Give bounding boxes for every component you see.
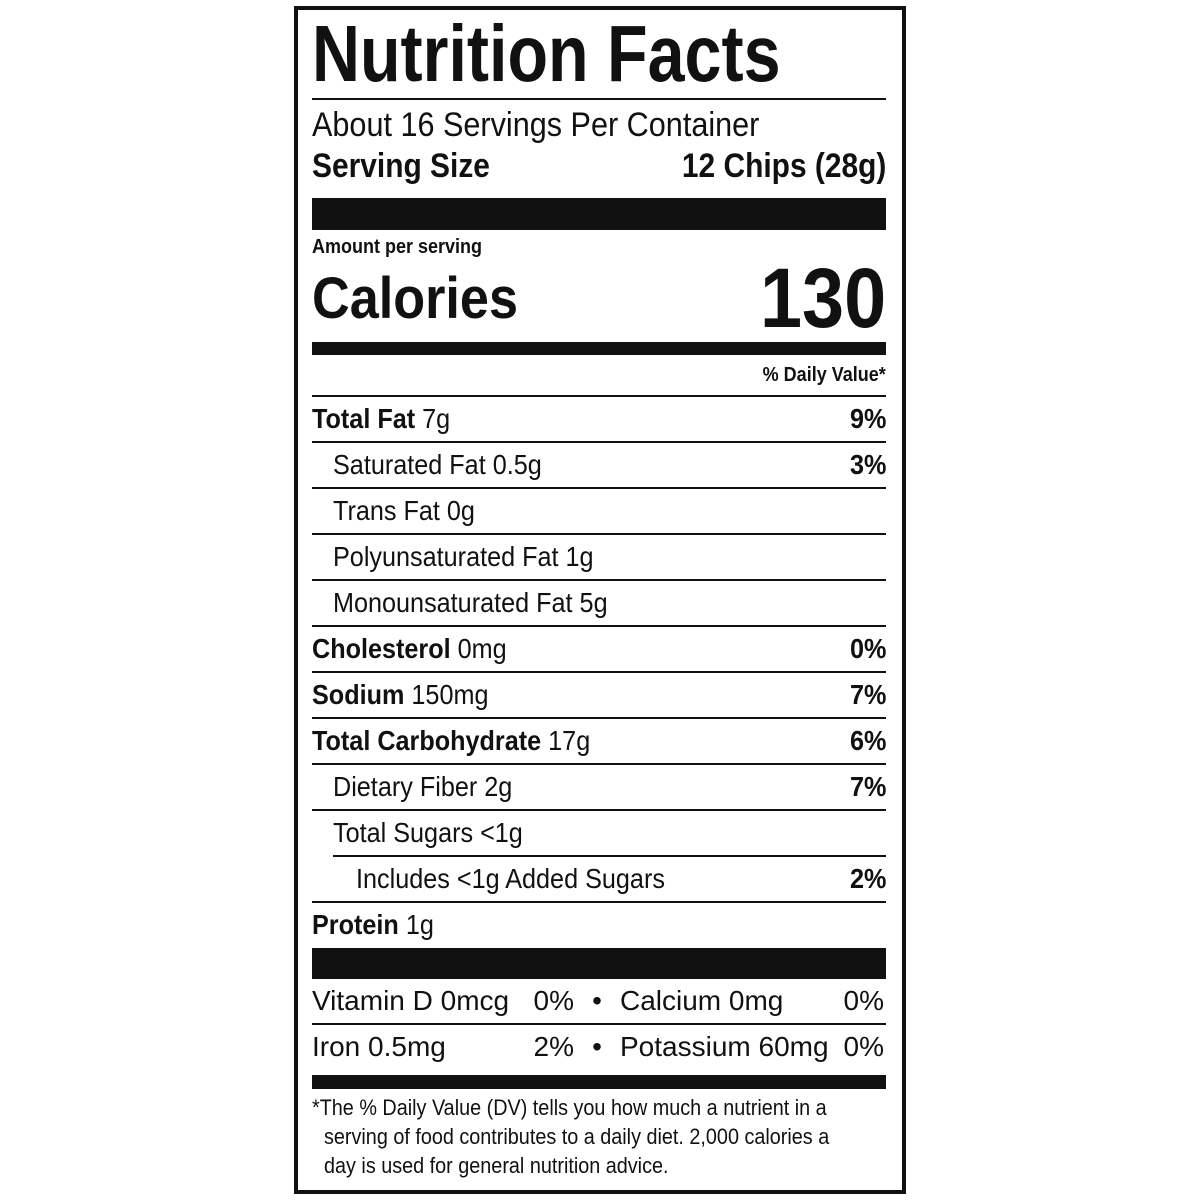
footnote: *The % Daily Value (DV) tells you how mu… [312, 1089, 886, 1180]
nutrient-row: Cholesterol 0mg 0% [312, 627, 886, 673]
nutrient-row: Total Carbohydrate 17g 6% [312, 719, 886, 765]
mineral-daily-value: 0% [843, 1031, 884, 1062]
bullet-separator: • [592, 1031, 602, 1062]
nutrient-name: Sodium [312, 679, 405, 710]
nutrient-label: Total Fat 7g [312, 403, 450, 435]
medium-divider [312, 1075, 886, 1089]
nutrient-amount: 1g [565, 541, 594, 572]
label-title: Nutrition Facts [312, 10, 886, 98]
nutrient-row: Dietary Fiber 2g 7% [312, 765, 886, 811]
nutrient-name: Trans Fat [333, 495, 440, 526]
nutrient-label: Protein 1g [312, 909, 434, 941]
thick-divider [312, 198, 886, 230]
nutrient-name: Total Sugars [333, 817, 474, 848]
nutrient-daily-value: 2% [849, 863, 886, 894]
title-text: Nutrition Facts [312, 9, 781, 98]
divider [312, 1023, 886, 1025]
mineral-daily-value: 0% [843, 985, 884, 1016]
nutrient-amount: 0mg [457, 633, 507, 664]
footnote-line: day is used for general nutrition advice… [324, 1153, 669, 1178]
nutrient-label: Monounsaturated Fat 5g [333, 587, 608, 619]
divider [312, 395, 886, 397]
nutrient-daily-value: 7% [849, 771, 886, 802]
vitamin-row: Iron 0.5mg 2% • Potassium 60mg 0% [312, 1025, 886, 1069]
nutrient-row: Trans Fat 0g [312, 489, 886, 535]
amount-per-serving: Amount per serving [312, 230, 886, 260]
nutrient-daily-value: 6% [849, 725, 886, 756]
nutrient-daily-value: 9% [849, 403, 886, 434]
footnote-line: serving of food contributes to a daily d… [324, 1124, 830, 1149]
nutrient-name: Monounsaturated Fat [333, 587, 573, 618]
vitamin-name: Iron 0.5mg [312, 1031, 446, 1062]
nutrition-facts-label: Nutrition Facts About 16 Servings Per Co… [294, 6, 906, 1194]
nutrient-amount: 17g [548, 725, 591, 756]
nutrient-name: Total Carbohydrate [312, 725, 542, 756]
nutrient-name: Protein [312, 909, 399, 940]
nutrient-amount: 1g [405, 909, 434, 940]
nutrient-name: Total Fat [312, 403, 416, 434]
vitamin-row: Vitamin D 0mcg 0% • Calcium 0mg 0% [312, 979, 886, 1023]
servings-per-container: About 16 Servings Per Container [312, 104, 886, 146]
nutrient-row: Protein 1g [312, 903, 886, 947]
nutrient-amount: 5g [579, 587, 608, 618]
serving-size-label: Serving Size [312, 146, 490, 185]
vitamin-list: Vitamin D 0mcg 0% • Calcium 0mg 0% Iron 0.5mg… [312, 979, 886, 1069]
nutrient-row: Monounsaturated Fat 5g [312, 581, 886, 627]
nutrient-daily-value: 0% [849, 633, 886, 664]
nutrient-label: Sodium 150mg [312, 679, 488, 711]
nutrient-label: Trans Fat 0g [333, 495, 475, 527]
nutrient-row: Saturated Fat 0.5g 3% [312, 443, 886, 489]
nutrient-daily-value: 3% [849, 449, 886, 480]
vitamin-daily-value: 0% [533, 985, 574, 1016]
bullet-separator: • [592, 985, 602, 1016]
servings-text: About 16 Servings Per Container [312, 106, 760, 144]
calories-label: Calories [312, 265, 519, 331]
nutrient-label: Polyunsaturated Fat 1g [333, 541, 594, 573]
nutrient-name: Polyunsaturated Fat [333, 541, 559, 572]
nutrient-row: Includes <1g Added Sugars 2% [312, 857, 886, 903]
serving-size-row: Serving Size 12 Chips (28g) [312, 146, 886, 186]
serving-size-value: 12 Chips (28g) [681, 146, 886, 185]
mineral-name: Potassium 60mg [620, 1031, 829, 1062]
nutrient-name: Saturated Fat [333, 449, 486, 480]
nutrient-list: Total Fat 7g 9% Saturated Fat 0.5g 3% Trans … [312, 397, 886, 947]
divider [312, 98, 886, 100]
daily-value-text: % Daily Value* [762, 363, 886, 386]
nutrient-amount: 7g [422, 403, 451, 434]
nutrient-label: Dietary Fiber 2g [333, 771, 512, 803]
nutrient-label: Saturated Fat 0.5g [333, 449, 542, 481]
nutrient-label: Cholesterol 0mg [312, 633, 507, 665]
nutrient-label: Total Carbohydrate 17g [312, 725, 590, 757]
nutrient-label: Includes <1g Added Sugars [356, 863, 665, 895]
calories-row: Calories 130 [312, 251, 886, 345]
nutrient-name: Dietary Fiber [333, 771, 478, 802]
calories-value: 130 [759, 251, 886, 345]
divider [333, 855, 886, 857]
nutrient-name: Cholesterol [312, 633, 451, 664]
vitamin-daily-value: 2% [533, 1031, 574, 1062]
nutrient-name: Includes <1g Added Sugars [356, 863, 665, 894]
nutrient-amount: 0.5g [492, 449, 542, 480]
nutrient-row: Polyunsaturated Fat 1g [312, 535, 886, 581]
amount-text: Amount per serving [312, 236, 483, 258]
mineral-name: Calcium 0mg [620, 985, 784, 1016]
nutrient-amount: <1g [480, 817, 523, 848]
nutrient-daily-value: 7% [849, 679, 886, 710]
nutrient-amount: 150mg [411, 679, 489, 710]
nutrient-amount: 2g [484, 771, 513, 802]
nutrient-row: Total Fat 7g 9% [312, 397, 886, 443]
nutrient-label: Total Sugars <1g [333, 817, 523, 849]
nutrient-row: Sodium 150mg 7% [312, 673, 886, 719]
daily-value-header: % Daily Value* [312, 355, 886, 395]
nutrient-amount: 0g [446, 495, 475, 526]
thick-divider [312, 948, 886, 979]
nutrient-row: Total Sugars <1g [312, 811, 886, 855]
footnote-line: *The % Daily Value (DV) tells you how mu… [312, 1095, 827, 1120]
medium-divider [312, 342, 886, 355]
vitamin-name: Vitamin D 0mcg [312, 985, 510, 1016]
